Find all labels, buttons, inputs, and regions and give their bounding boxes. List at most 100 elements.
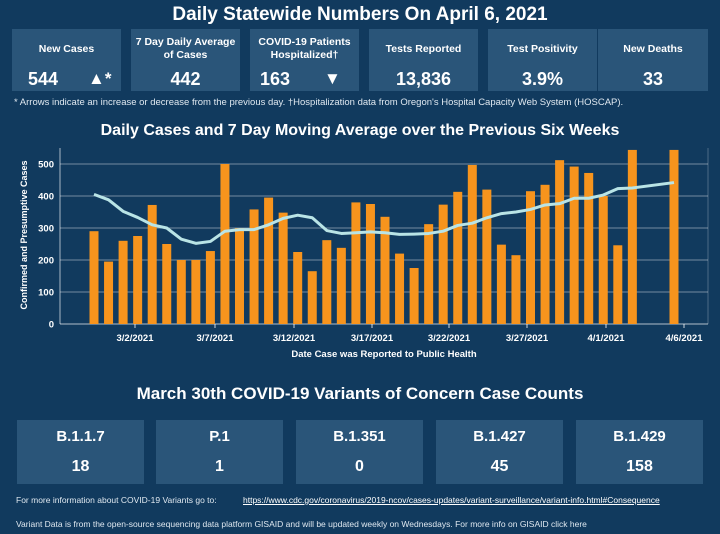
bar [176, 260, 186, 324]
bar [235, 228, 244, 324]
cdc-variant-link[interactable]: https://www.cdc.gov/coronavirus/2019-nco… [243, 495, 660, 505]
chart-y-axis: 0 100 200 300 400 500 [38, 160, 54, 331]
y-tick-label: 200 [38, 256, 54, 267]
x-tick-label: 4/1/2021 [588, 333, 626, 344]
bar [351, 202, 361, 324]
stat-value: 3.9% [521, 69, 564, 89]
bar [482, 189, 492, 324]
bar [191, 260, 201, 324]
variants-title: March 30th COVID-19 Variants of Concern … [136, 384, 584, 403]
variant-name: B.1.429 [613, 428, 666, 445]
bar [380, 216, 390, 324]
more-info-text: For more information about COVID-19 Vari… [16, 495, 217, 505]
chart-x-label: Date Case was Reported to Public Health [291, 349, 476, 360]
bar [598, 196, 608, 324]
stat-seven-day-average: 7 Day Daily Average of Cases 442 [131, 29, 240, 91]
moving-average-line [93, 181, 675, 245]
variant-count: 45 [490, 458, 509, 475]
bar [555, 160, 565, 324]
bar [89, 231, 99, 324]
bar [584, 172, 594, 324]
bar [453, 191, 463, 324]
y-tick-label: 100 [38, 288, 54, 299]
variant-box-b1427: B.1.427 45 [436, 420, 563, 484]
bar [511, 255, 521, 324]
stat-test-positivity: Test Positivity 3.9% [488, 29, 597, 91]
stat-label: 7 Day Daily Average of Cases [135, 36, 236, 61]
stat-label: COVID-19 Patients Hospitalized† [258, 36, 351, 61]
y-tick-label: 400 [38, 192, 54, 203]
bar [540, 184, 550, 324]
y-tick-label: 0 [49, 320, 54, 331]
stat-value: 163 [260, 69, 291, 89]
variant-box-p1: P.1 1 [156, 420, 283, 484]
stat-value: 442 [170, 69, 201, 89]
cases-chart: 0 100 200 300 400 500 3/2/2021 3/7/2021 3/12/20… [19, 148, 709, 360]
variant-box-b117: B.1.1.7 18 [17, 420, 144, 484]
x-tick-label: 3/17/2021 [351, 333, 394, 344]
bar [118, 240, 128, 324]
x-tick-label: 3/2/2021 [117, 333, 155, 344]
x-tick-label: 4/6/2021 [666, 333, 704, 344]
x-tick-label: 3/12/2021 [273, 333, 316, 344]
y-tick-label: 500 [38, 160, 54, 171]
bar [365, 204, 375, 324]
chart-x-axis: 3/2/2021 3/7/2021 3/12/2021 3/17/2021 3/22/2… [117, 324, 704, 344]
bar [162, 244, 172, 324]
gisaid-info-text[interactable]: Variant Data is from the open-source seq… [16, 519, 587, 529]
bar [278, 212, 288, 324]
bar [395, 253, 405, 324]
chart-y-label: Confirmed and Presumptive Cases [19, 160, 29, 309]
stat-value: 33 [642, 69, 664, 89]
y-tick-label: 300 [38, 224, 54, 235]
stat-value: 13,836 [395, 69, 452, 89]
variant-box-b1429: B.1.429 158 [576, 420, 703, 484]
variant-name: B.1.427 [473, 428, 526, 445]
bar [205, 251, 215, 324]
arrow-down-icon: ▼ [324, 69, 341, 88]
chart-bars [89, 149, 679, 324]
stat-label: Tests Reported [385, 42, 462, 55]
stat-new-deaths: New Deaths 33 [598, 29, 708, 91]
bar [307, 271, 317, 324]
stat-value: 544 [28, 69, 59, 89]
bar [526, 191, 535, 324]
variant-count: 18 [71, 458, 90, 475]
x-tick-label: 3/27/2021 [506, 333, 549, 344]
bar [249, 209, 259, 324]
variant-box-b1351: B.1.351 0 [296, 420, 423, 484]
bar [220, 164, 230, 324]
bar [322, 240, 332, 324]
bar [133, 236, 143, 324]
bar [496, 244, 506, 324]
bar [293, 252, 303, 324]
stat-hospitalized: COVID-19 Patients Hospitalized† 163 ▼ [250, 29, 359, 91]
variant-name: P.1 [209, 428, 230, 445]
footnote: * Arrows indicate an increase or decreas… [14, 97, 624, 108]
stat-label: New Cases [38, 42, 95, 55]
bar [613, 245, 623, 324]
variant-name: B.1.1.7 [56, 428, 105, 445]
bar [409, 268, 419, 324]
stat-label: Test Positivity [507, 42, 578, 55]
bar [438, 204, 448, 324]
bar [336, 247, 346, 324]
stat-label: New Deaths [623, 42, 683, 55]
variant-count: 158 [626, 458, 653, 475]
stat-tests-reported: Tests Reported 13,836 [369, 29, 478, 91]
bar [627, 149, 637, 324]
stat-new-cases: New Cases 544 ▲* [12, 29, 121, 91]
bar [467, 164, 477, 324]
variant-name: B.1.351 [333, 428, 386, 445]
bar [669, 149, 679, 324]
bar [104, 261, 114, 324]
bar [264, 197, 274, 324]
variant-count: 0 [355, 458, 364, 475]
chart-line [93, 181, 675, 245]
arrow-up-icon: ▲* [88, 69, 112, 88]
x-tick-label: 3/22/2021 [428, 333, 471, 344]
bar [569, 166, 579, 324]
page-title: Daily Statewide Numbers On April 6, 2021 [172, 4, 548, 25]
bar [147, 204, 157, 324]
x-tick-label: 3/7/2021 [197, 333, 235, 344]
